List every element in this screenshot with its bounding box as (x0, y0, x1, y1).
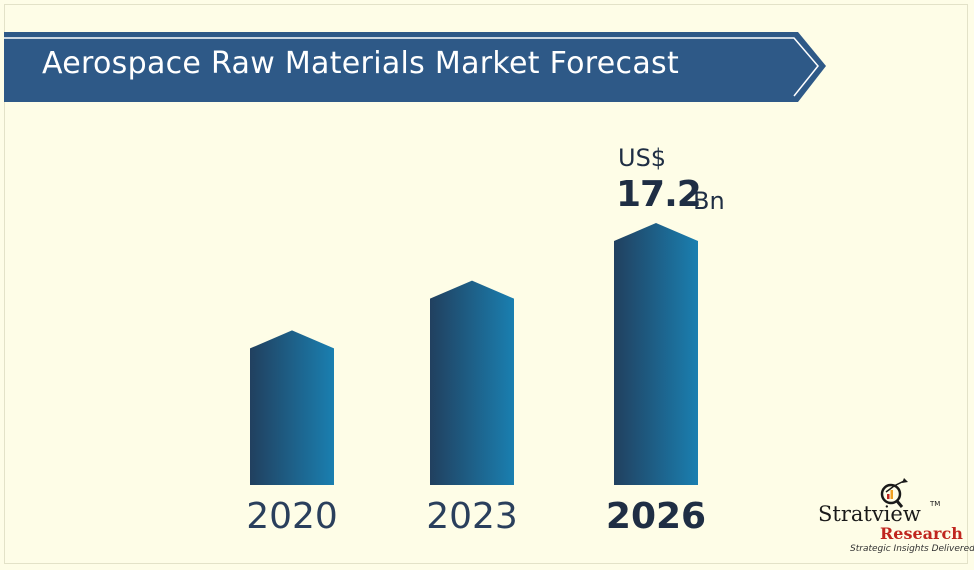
x-tick-label-2020: 2020 (246, 496, 338, 537)
chart-frame (4, 4, 968, 564)
logo-trademark: TM (930, 500, 941, 508)
x-tick-label-2026: 2026 (606, 496, 706, 537)
bar-2026 (614, 223, 698, 485)
x-tick-labels: 2020 2023 2026 (246, 496, 706, 537)
bar-group (250, 223, 698, 485)
logo-research: Research (880, 524, 963, 543)
logo-tagline: Strategic Insights Delivered (850, 544, 974, 554)
chart-title: Aerospace Raw Materials Market Forecast (42, 46, 680, 81)
stratview-logo: Stratview TM Research Strategic Insights… (814, 478, 974, 558)
title-banner (4, 32, 826, 102)
value-callout-number: 17.2 (616, 174, 702, 215)
value-callout-unit: Bn (693, 187, 725, 215)
bar-2023 (430, 280, 514, 485)
value-callout-prefix: US$ (618, 144, 667, 172)
title-banner-shape (4, 32, 826, 102)
title-banner-outline (4, 37, 819, 97)
x-tick-label-2023: 2023 (426, 496, 518, 537)
bar-2020 (250, 330, 334, 485)
magnifier-chart-icon (880, 478, 908, 508)
logo-name: Stratview (818, 502, 921, 526)
